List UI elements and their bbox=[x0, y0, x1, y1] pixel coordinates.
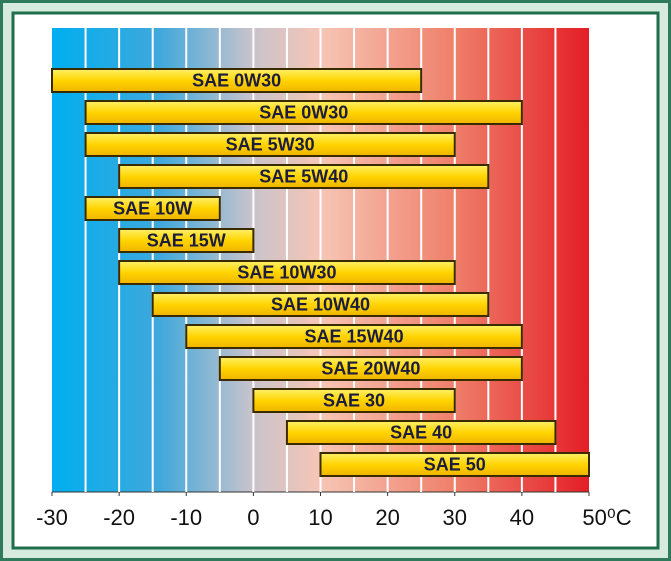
bar-label: SAE 0W30 bbox=[259, 102, 348, 122]
x-tick-label: -30 bbox=[36, 505, 68, 530]
bar bbox=[285, 420, 557, 445]
bar-label: SAE 20W40 bbox=[321, 358, 420, 378]
bar bbox=[118, 228, 255, 253]
bar-label: SAE 30 bbox=[323, 390, 385, 410]
bar bbox=[151, 292, 490, 317]
x-tick-label: -20 bbox=[103, 505, 135, 530]
bar-label: SAE 5W30 bbox=[226, 134, 315, 154]
bar-label: SAE 5W40 bbox=[259, 166, 348, 186]
bar bbox=[51, 68, 423, 93]
bar-label: SAE 15W bbox=[147, 230, 226, 250]
bar bbox=[84, 132, 456, 157]
bar-label: SAE 10W40 bbox=[271, 294, 370, 314]
x-tick-label: 0 bbox=[247, 505, 259, 530]
x-tick-label: 50⁰C bbox=[582, 505, 631, 530]
bar-label: SAE 10W bbox=[113, 198, 192, 218]
bar bbox=[84, 100, 523, 125]
bar bbox=[118, 164, 490, 189]
bar-label: SAE 10W30 bbox=[237, 262, 336, 282]
x-tick-label: 30 bbox=[443, 505, 467, 530]
x-tick-label: -10 bbox=[170, 505, 202, 530]
x-tick-label: 40 bbox=[510, 505, 534, 530]
bar bbox=[218, 356, 523, 381]
bar bbox=[319, 452, 590, 477]
bar-label: SAE 0W30 bbox=[192, 70, 281, 90]
bar bbox=[118, 260, 456, 285]
bar bbox=[252, 388, 456, 413]
bar-label: SAE 15W40 bbox=[305, 326, 404, 346]
x-tick-label: 10 bbox=[308, 505, 332, 530]
bar bbox=[84, 196, 221, 221]
x-tick-label: 20 bbox=[375, 505, 399, 530]
bar bbox=[185, 324, 523, 349]
bar-label: SAE 40 bbox=[390, 422, 452, 442]
bar-label: SAE 50 bbox=[424, 454, 486, 474]
